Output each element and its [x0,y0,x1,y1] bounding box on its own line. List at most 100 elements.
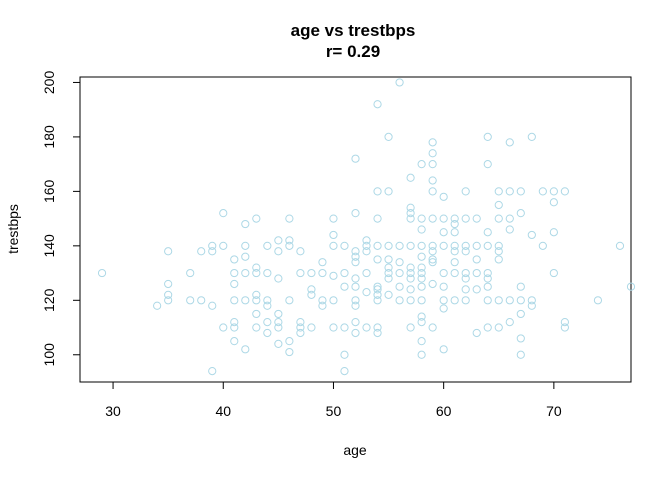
data-point [351,247,360,256]
data-point [351,282,360,291]
data-point [274,339,283,348]
data-point [406,268,415,278]
data-points [97,78,636,376]
data-point [340,323,349,332]
data-point [296,268,305,278]
y-tick-label: 140 [41,234,57,258]
data-point [538,241,547,250]
data-point [384,187,393,196]
data-point [252,214,261,223]
data-point [186,296,195,305]
data-point [406,274,415,283]
data-point [263,296,272,305]
data-point [395,78,404,87]
x-tick-label: 40 [215,403,231,419]
data-point [417,317,426,327]
data-point [439,241,448,250]
data-point [505,214,514,223]
data-point [329,214,338,223]
data-point [417,282,426,291]
data-point [263,317,272,327]
data-point [428,323,437,332]
data-point [274,309,283,319]
data-point [461,296,470,305]
data-point [230,323,239,332]
data-point [208,367,217,376]
y-tick-label: 100 [41,343,57,367]
data-point [219,323,228,332]
data-point [307,285,316,294]
data-point [285,236,294,245]
data-point [439,192,448,201]
data-point [516,296,525,305]
data-point [241,345,250,354]
data-point [406,263,415,272]
data-point [406,323,415,332]
data-point [428,149,437,158]
data-point [263,328,272,338]
data-point [241,252,250,261]
data-point [252,323,261,332]
data-point [230,317,239,327]
data-point [318,301,327,310]
data-point [384,132,393,142]
data-point [417,312,426,321]
data-point [450,296,459,305]
data-point [285,337,294,346]
data-point [230,337,239,346]
data-point [340,282,349,291]
data-point [351,301,360,310]
data-point [395,296,404,305]
data-point [351,258,360,267]
data-point [97,268,107,278]
data-point [164,290,173,299]
data-point [274,247,283,256]
data-point [230,255,239,264]
data-point [252,296,261,305]
data-point [450,268,459,278]
data-point [373,100,382,109]
data-point [461,241,470,250]
data-point [428,160,437,169]
data-point [373,241,382,250]
data-point [395,268,404,278]
data-point [483,282,492,291]
data-point [450,247,459,256]
data-point [351,296,360,305]
data-point [417,160,426,169]
data-point [450,228,459,237]
x-tick-label: 50 [326,403,342,419]
data-point [494,296,503,305]
data-point [450,214,459,223]
data-point [263,268,272,278]
y-tick-label: 200 [41,71,57,95]
data-point [395,282,404,291]
data-point [208,241,217,250]
data-point [252,290,261,299]
data-point [560,317,569,327]
data-point [263,301,272,310]
data-point [340,241,349,250]
data-point [230,279,239,289]
data-point [263,241,272,250]
data-point [153,301,162,310]
data-point [494,214,503,223]
data-point [472,285,481,294]
data-point [285,241,294,250]
data-point [549,198,558,207]
data-point [329,241,338,250]
data-point [472,268,481,278]
data-point [505,225,514,234]
data-point [384,263,393,272]
data-point [527,230,536,240]
data-point [417,241,426,250]
chart-subtitle: r= 0.29 [326,42,380,61]
data-point [494,200,503,210]
data-point [329,271,338,280]
data-point [318,296,327,305]
data-point [296,317,305,327]
data-point [406,296,415,305]
data-point [384,274,393,283]
data-point [516,334,525,343]
